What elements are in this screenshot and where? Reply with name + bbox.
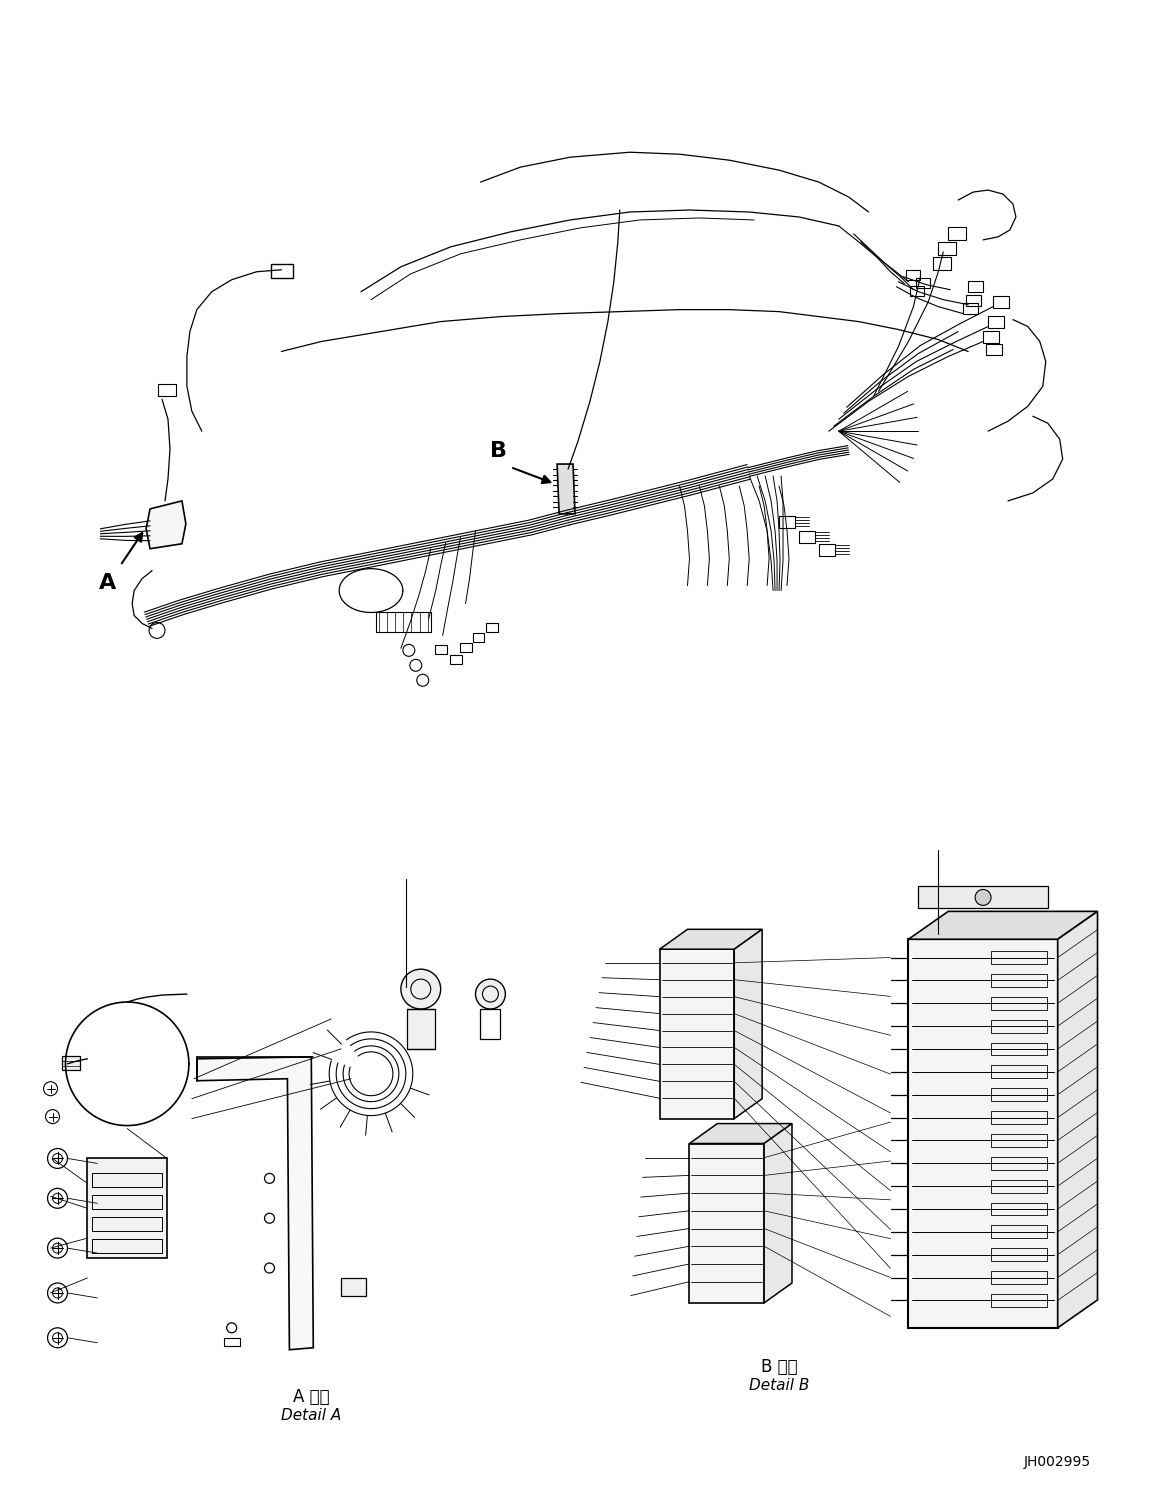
- Bar: [963, 302, 978, 314]
- Bar: [435, 646, 447, 655]
- Bar: [991, 1019, 1047, 1033]
- Bar: [991, 1295, 1047, 1306]
- Polygon shape: [197, 1056, 313, 1350]
- Bar: [948, 228, 966, 240]
- Bar: [92, 1174, 162, 1187]
- Bar: [459, 643, 471, 652]
- Bar: [690, 1143, 764, 1303]
- Bar: [991, 1271, 1047, 1284]
- Text: Detail A: Detail A: [281, 1408, 342, 1423]
- Bar: [916, 278, 930, 287]
- Bar: [407, 1009, 435, 1049]
- Polygon shape: [557, 464, 575, 513]
- Bar: [968, 281, 983, 292]
- Bar: [799, 531, 815, 543]
- Bar: [991, 1156, 1047, 1170]
- Bar: [472, 634, 485, 643]
- Bar: [63, 1056, 80, 1070]
- Polygon shape: [908, 911, 1098, 939]
- Polygon shape: [1057, 911, 1098, 1327]
- Bar: [991, 1112, 1047, 1123]
- Bar: [908, 939, 1057, 1327]
- Bar: [991, 1043, 1047, 1055]
- Bar: [906, 269, 920, 280]
- Bar: [966, 295, 982, 305]
- Bar: [779, 516, 795, 528]
- Bar: [989, 315, 1004, 327]
- Polygon shape: [659, 930, 762, 949]
- Bar: [92, 1217, 162, 1231]
- Bar: [983, 330, 999, 342]
- Circle shape: [975, 890, 991, 905]
- Bar: [450, 655, 462, 664]
- Bar: [939, 243, 956, 254]
- Bar: [991, 951, 1047, 964]
- Bar: [986, 344, 1003, 356]
- Bar: [480, 1009, 500, 1039]
- Bar: [991, 1202, 1047, 1216]
- Bar: [223, 1338, 240, 1345]
- Bar: [991, 1088, 1047, 1101]
- Bar: [991, 975, 1047, 987]
- Bar: [991, 1248, 1047, 1260]
- Bar: [341, 1278, 366, 1296]
- Text: A: A: [99, 573, 116, 592]
- Bar: [376, 613, 430, 632]
- Polygon shape: [147, 501, 186, 549]
- Bar: [819, 543, 835, 555]
- Bar: [991, 997, 1047, 1010]
- Bar: [991, 1226, 1047, 1238]
- Polygon shape: [764, 1123, 792, 1303]
- Bar: [911, 286, 925, 296]
- Bar: [919, 887, 1048, 908]
- Bar: [486, 623, 499, 632]
- Bar: [271, 263, 293, 278]
- Polygon shape: [734, 930, 762, 1119]
- Bar: [993, 296, 1009, 308]
- Bar: [659, 949, 734, 1119]
- Polygon shape: [690, 1123, 792, 1143]
- Circle shape: [401, 969, 441, 1009]
- Bar: [92, 1240, 162, 1253]
- Bar: [991, 1180, 1047, 1192]
- Bar: [991, 1134, 1047, 1147]
- Bar: [87, 1159, 167, 1257]
- Circle shape: [476, 979, 506, 1009]
- Text: Detail B: Detail B: [749, 1378, 809, 1393]
- Text: A 詳細: A 詳細: [293, 1388, 329, 1406]
- Bar: [92, 1195, 162, 1210]
- Bar: [991, 1065, 1047, 1079]
- Text: JH002995: JH002995: [1025, 1455, 1091, 1469]
- Text: B: B: [490, 440, 507, 461]
- Bar: [158, 384, 176, 396]
- Bar: [934, 257, 951, 269]
- Text: B 詳細: B 詳細: [761, 1357, 798, 1376]
